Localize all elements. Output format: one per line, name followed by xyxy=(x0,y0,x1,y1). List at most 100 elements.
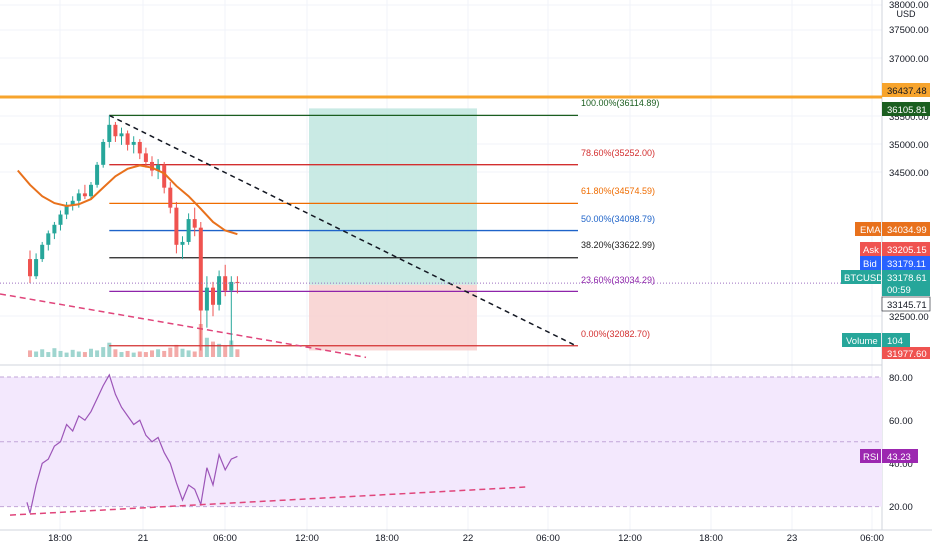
volume-bar xyxy=(46,352,51,357)
rsi-value: 43.23 xyxy=(887,452,911,463)
support-trend-line xyxy=(0,293,367,359)
volume-bar xyxy=(89,348,93,357)
volume-bar xyxy=(34,351,39,357)
rsi-path xyxy=(26,373,238,514)
ema-value-badge xyxy=(882,222,930,236)
volume-bar xyxy=(101,347,106,357)
rsi-name-badge xyxy=(860,449,881,463)
volume-bar xyxy=(235,349,240,357)
price-badges: 36437.48 36105.81 EMA 34034.99 Ask 33205… xyxy=(841,83,931,463)
time-tick: 06:00 xyxy=(860,533,884,544)
ema-name: EMA xyxy=(860,225,881,236)
candle-body xyxy=(34,259,39,277)
volume-bar xyxy=(192,351,197,357)
downtrend-line xyxy=(108,114,577,347)
rsi-tick: 40.00 xyxy=(889,459,913,470)
volume-bar xyxy=(125,350,130,357)
price-tick: 32500.00 xyxy=(889,312,929,323)
candle-body xyxy=(211,287,215,305)
ema-name-badge xyxy=(855,222,881,236)
countdown: 00:59 xyxy=(887,285,911,296)
volume-bar xyxy=(229,340,234,357)
rsi-line xyxy=(9,373,527,516)
volume-bar xyxy=(217,343,222,357)
symbol-label: BTCUSD xyxy=(844,273,883,284)
rsi-tick: 80.00 xyxy=(889,373,913,384)
rsi-value-badge xyxy=(882,449,918,463)
candle-body xyxy=(204,287,209,311)
volume-bar xyxy=(186,350,191,357)
volume-bars xyxy=(28,324,240,357)
time-tick: 12:00 xyxy=(618,533,642,544)
fib-top-value: 36105.81 xyxy=(887,105,927,116)
candle-body xyxy=(192,219,197,228)
time-tick: 06:00 xyxy=(536,533,560,544)
candle-body xyxy=(180,241,185,245)
volume-bar xyxy=(107,342,112,357)
bid-value-badge xyxy=(882,256,930,270)
time-tick: 18:00 xyxy=(699,533,723,544)
time-tick: 21 xyxy=(138,533,149,544)
candle-body xyxy=(174,207,179,245)
fib-labels: 100.00%(36114.89) 78.60%(35252.00) 61.80… xyxy=(581,98,659,339)
candle-body xyxy=(40,244,45,260)
time-tick: 23 xyxy=(787,533,798,544)
price-axis-labels: 38000.00 37500.00 37000.00 35500.00 3500… xyxy=(889,0,929,323)
volume-bar xyxy=(156,349,161,357)
volume-bar xyxy=(119,352,124,357)
time-tick: 18:00 xyxy=(375,533,399,544)
candle-body xyxy=(64,204,69,215)
volume-bar xyxy=(162,350,167,357)
candle-body xyxy=(137,141,142,154)
candle-body xyxy=(70,200,75,205)
volume-name: Volume xyxy=(846,336,878,347)
ema-value: 34034.99 xyxy=(887,225,927,236)
fib-label-61: 61.80%(34574.59) xyxy=(581,186,655,196)
low-value: 33145.71 xyxy=(887,300,927,311)
volume-bar xyxy=(58,350,63,357)
fib-label-78: 78.60%(35252.00) xyxy=(581,148,655,158)
volume-bar xyxy=(204,337,209,357)
rsi-axis-labels: 80.00 60.00 40.00 20.00 xyxy=(889,373,913,513)
volume-bar xyxy=(137,351,142,357)
candle-body xyxy=(52,224,57,234)
time-tick: 12:00 xyxy=(295,533,319,544)
candle-body xyxy=(82,193,87,197)
bottom-cut-value: 31977.60 xyxy=(887,349,927,360)
candle-body xyxy=(229,281,234,291)
candle-body xyxy=(235,281,240,284)
ask-value-badge xyxy=(882,242,930,256)
candle-body xyxy=(46,233,51,245)
orange-level-badge xyxy=(882,83,930,97)
fib-label-0: 0.00%(32082.70) xyxy=(581,329,650,339)
candle-body xyxy=(156,164,161,171)
volume-bar xyxy=(28,350,32,357)
candle-body xyxy=(125,133,130,145)
orange-level-value: 36437.48 xyxy=(887,86,927,97)
volume-bar xyxy=(150,350,154,357)
position-loss-zone xyxy=(309,284,477,351)
fib-label-50: 50.00%(34098.79) xyxy=(581,214,655,224)
candle-body xyxy=(58,214,63,225)
candle-body xyxy=(217,276,222,305)
drawn-lines[interactable] xyxy=(0,95,882,359)
candle-body xyxy=(76,193,81,201)
ema-path xyxy=(17,164,238,236)
time-tick: 06:00 xyxy=(213,533,237,544)
candle-body xyxy=(28,259,32,277)
fib-label-100: 100.00%(36114.89) xyxy=(581,98,659,108)
price-tick: 38000.00 xyxy=(889,0,929,11)
candle-body xyxy=(186,219,191,242)
volume-bar xyxy=(40,349,45,357)
price-tick: 35000.00 xyxy=(889,140,929,151)
fib-top-badge xyxy=(882,102,930,116)
candle-body xyxy=(162,164,167,188)
bottom-cut-badge xyxy=(882,347,930,359)
volume-bar xyxy=(82,352,87,357)
candlesticks xyxy=(0,115,882,351)
time-axis-labels: 18:00 21 06:00 12:00 18:00 22 06:00 12:0… xyxy=(48,533,884,544)
bid-name-badge xyxy=(860,256,881,270)
candle-body xyxy=(107,124,112,142)
